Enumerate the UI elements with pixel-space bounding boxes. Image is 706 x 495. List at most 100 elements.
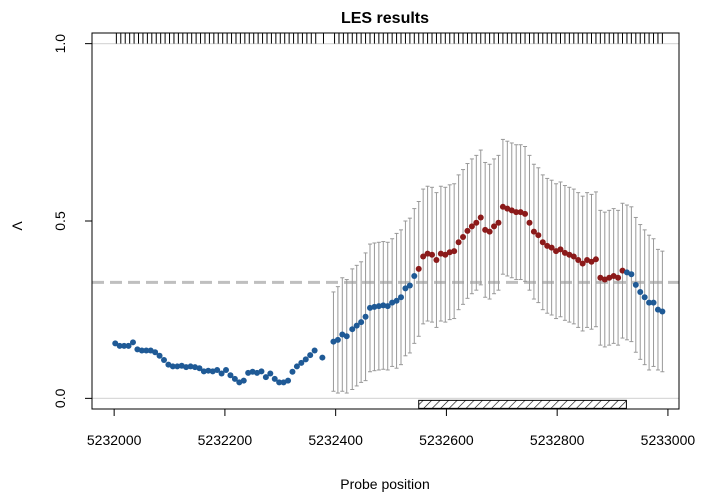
data-point	[112, 340, 119, 347]
data-point	[343, 333, 350, 340]
data-point	[223, 366, 230, 373]
data-point	[285, 377, 292, 384]
data-point	[637, 288, 644, 295]
data-point	[349, 326, 356, 333]
data-point	[231, 375, 238, 382]
data-point	[262, 374, 269, 381]
data-point	[486, 228, 493, 235]
data-point	[491, 223, 498, 230]
data-point	[473, 219, 480, 226]
data-point	[575, 257, 582, 264]
data-point	[183, 364, 190, 371]
data-point	[411, 272, 418, 279]
data-point	[187, 363, 194, 370]
data-point	[125, 342, 132, 349]
data-point	[276, 379, 283, 386]
data-point	[380, 302, 387, 309]
data-point	[371, 303, 378, 310]
data-point	[530, 228, 537, 235]
data-point	[442, 251, 449, 258]
data-point	[588, 258, 595, 265]
data-point	[353, 322, 360, 329]
x-tick-label: 5232200	[198, 432, 253, 448]
data-point	[319, 354, 326, 361]
data-point	[129, 339, 136, 346]
reference-lines	[92, 43, 679, 399]
data-point	[293, 363, 300, 370]
chart-title: LES results	[341, 10, 429, 27]
data-point	[205, 367, 212, 374]
x-tick-label: 5232800	[530, 432, 585, 448]
data-point	[174, 363, 181, 370]
data-point	[402, 285, 409, 292]
y-axis-label: Λ	[9, 221, 25, 231]
data-points	[112, 203, 666, 386]
data-point	[116, 342, 123, 349]
region-bar	[418, 399, 627, 409]
data-point	[592, 256, 599, 263]
data-point	[311, 347, 318, 354]
y-axis: 0.0 0.5 1.0	[52, 34, 93, 408]
data-point	[196, 365, 203, 372]
data-point	[200, 368, 207, 375]
probe-rug	[115, 32, 663, 44]
error-bars	[331, 138, 665, 394]
data-point	[227, 372, 234, 379]
data-point	[302, 356, 309, 363]
x-tick-label: 5232600	[419, 432, 474, 448]
data-point	[258, 368, 265, 375]
data-point	[406, 282, 413, 289]
data-point	[218, 370, 225, 377]
data-point	[557, 246, 564, 253]
data-point	[548, 244, 555, 251]
data-point	[271, 375, 278, 382]
data-point	[659, 308, 666, 315]
data-point	[579, 260, 586, 267]
x-tick-label: 5233000	[641, 432, 696, 448]
data-point	[451, 248, 458, 255]
data-point	[375, 303, 382, 310]
data-point	[415, 265, 422, 272]
data-point	[121, 342, 128, 349]
data-point	[460, 233, 467, 240]
data-point	[398, 294, 405, 301]
data-point	[632, 281, 639, 288]
data-point	[393, 297, 400, 304]
data-point	[358, 319, 365, 326]
x-axis-label: Probe position	[340, 476, 430, 492]
data-point	[464, 227, 471, 234]
data-point	[214, 366, 221, 373]
data-point	[334, 336, 341, 343]
highlight-region	[418, 399, 627, 409]
data-point	[267, 370, 274, 377]
y-tick-label: 0.0	[52, 388, 68, 408]
data-point	[468, 223, 475, 230]
data-point	[362, 313, 369, 320]
data-point	[156, 352, 163, 359]
data-point	[539, 239, 546, 246]
x-tick-label: 5232000	[87, 432, 142, 448]
data-point	[384, 303, 391, 310]
data-point	[169, 363, 176, 370]
data-point	[420, 253, 427, 260]
data-point	[570, 253, 577, 260]
data-point	[429, 251, 436, 258]
data-point	[646, 299, 653, 306]
data-point	[455, 239, 462, 246]
data-point	[628, 271, 635, 278]
plot-frame	[91, 32, 680, 410]
data-point	[641, 294, 648, 301]
data-point	[650, 299, 657, 306]
data-point	[433, 257, 440, 264]
data-point	[535, 232, 542, 239]
data-point	[240, 377, 247, 384]
data-point	[160, 357, 167, 364]
data-point	[477, 214, 484, 221]
data-point	[513, 209, 520, 216]
data-point	[289, 368, 296, 375]
data-point	[152, 349, 159, 356]
data-point	[298, 359, 305, 366]
y-tick-label: 1.0	[52, 34, 68, 54]
data-point	[143, 347, 150, 354]
